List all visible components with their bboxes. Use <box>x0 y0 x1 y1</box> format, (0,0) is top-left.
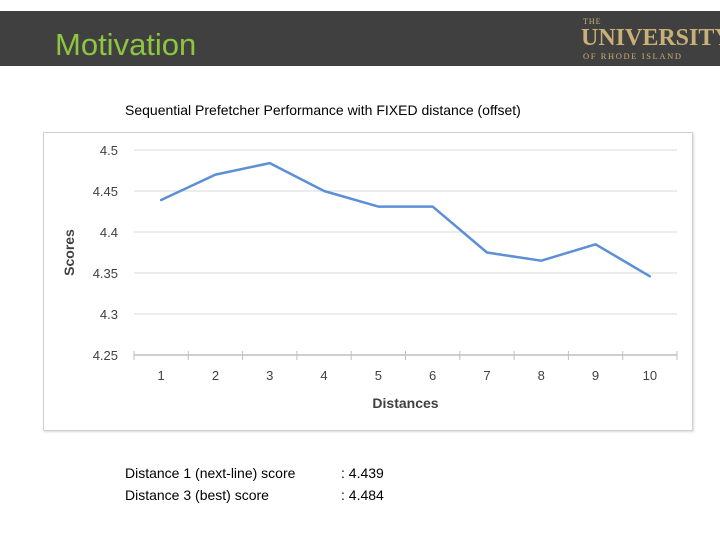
x-tick-label: 6 <box>429 368 436 383</box>
x-axis <box>133 351 678 360</box>
chart-frame: 4.5 4.45 4.4 4.35 4.3 4.25 1 2 3 4 5 6 7 8 9 10 Scores… <box>43 132 693 431</box>
stat-value: : 4.484 <box>341 487 384 503</box>
y-tick-label: 4.35 <box>93 266 118 281</box>
x-tick-label: 3 <box>266 368 273 383</box>
x-tick-label: 9 <box>592 368 599 383</box>
line-chart: 4.5 4.45 4.4 4.35 4.3 4.25 1 2 3 4 5 6 7 8 9 10 Scores… <box>61 143 678 411</box>
x-tick-label: 2 <box>212 368 219 383</box>
logo-the: THE <box>583 17 602 26</box>
logo-main: UNIVERSITY <box>581 25 720 51</box>
university-logo: THE UNIVERSITY OF RHODE ISLAND <box>578 15 720 65</box>
series-layer <box>159 161 652 278</box>
score-summary: Distance 1 (next-line) score : 4.439 Dis… <box>125 462 425 506</box>
x-tick-label: 7 <box>483 368 490 383</box>
y-tick-label: 4.45 <box>93 184 118 199</box>
stat-row-best: Distance 3 (best) score : 4.484 <box>125 484 425 506</box>
x-tick-label: 4 <box>320 368 327 383</box>
grid-lines <box>134 149 677 315</box>
stat-value: : 4.439 <box>341 465 384 481</box>
x-tick-label: 10 <box>643 368 657 383</box>
x-tick-label: 1 <box>158 368 165 383</box>
x-tick-labels: 1 2 3 4 5 6 7 8 9 10 <box>158 368 658 383</box>
x-tick-label: 5 <box>375 368 382 383</box>
slide-header: Motivation THE UNIVERSITY OF RHODE ISLAN… <box>0 11 720 66</box>
y-tick-label: 4.25 <box>93 348 118 363</box>
stat-label: Distance 1 (next-line) score <box>125 465 296 481</box>
y-tick-label: 4.5 <box>100 143 118 158</box>
y-tick-label: 4.3 <box>100 307 118 322</box>
logo-sub: OF RHODE ISLAND <box>583 51 683 61</box>
y-axis-label: Scores <box>61 229 77 276</box>
stat-row-next-line: Distance 1 (next-line) score : 4.439 <box>125 462 425 484</box>
slide-title: Motivation <box>55 27 197 62</box>
series-line <box>159 161 652 278</box>
x-axis-label: Distances <box>372 395 438 411</box>
y-tick-labels: 4.5 4.45 4.4 4.35 4.3 4.25 <box>93 143 118 363</box>
x-tick-label: 8 <box>538 368 545 383</box>
chart-title: Sequential Prefetcher Performance with F… <box>125 102 521 118</box>
y-tick-label: 4.4 <box>100 225 118 240</box>
stat-label: Distance 3 (best) score <box>125 487 269 503</box>
